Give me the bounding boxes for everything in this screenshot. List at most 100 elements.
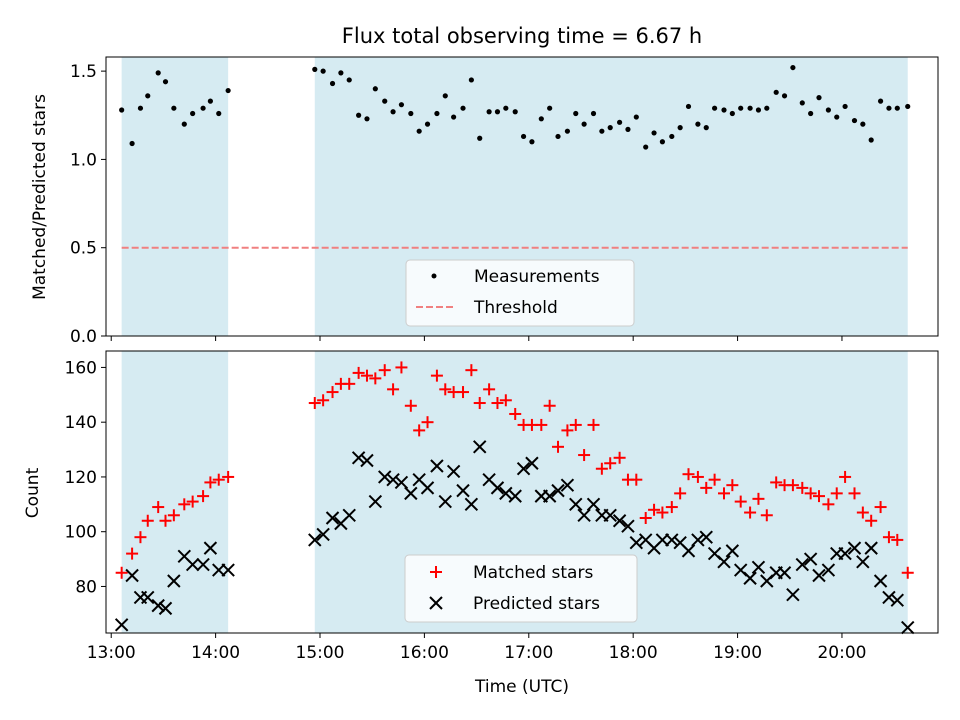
matched-star-marker bbox=[141, 514, 154, 527]
measurement-point bbox=[834, 114, 840, 120]
predicted-star-marker bbox=[551, 483, 565, 498]
predicted-star-marker bbox=[473, 440, 487, 454]
matched-star-marker bbox=[744, 506, 757, 519]
measurement-point bbox=[755, 107, 762, 113]
matched-star-marker bbox=[734, 495, 747, 508]
matched-star-marker bbox=[708, 473, 721, 486]
top-axes-frame bbox=[105, 56, 939, 337]
measurement-point bbox=[338, 70, 344, 76]
predicted-star-marker bbox=[901, 620, 915, 635]
predicted-star-marker bbox=[114, 618, 129, 632]
predicted-star-marker bbox=[360, 453, 374, 468]
legend-marker-matched bbox=[430, 566, 442, 578]
bottom-panel: 80 100 120 140 160 13:00 14:00 15:00 16:00 17:00… bbox=[23, 350, 939, 697]
predicted-star-marker bbox=[394, 475, 409, 490]
matched-star-marker bbox=[439, 383, 452, 396]
measurement-point bbox=[129, 140, 135, 147]
measurement-point bbox=[894, 105, 900, 111]
predicted-star-marker bbox=[151, 598, 165, 613]
measurement-point bbox=[468, 77, 474, 83]
measurement-point bbox=[512, 109, 518, 115]
measurement-point bbox=[633, 114, 639, 120]
predicted-star-marker bbox=[308, 533, 322, 547]
predicted-star-marker bbox=[125, 568, 139, 583]
measurement-point bbox=[312, 66, 318, 72]
y-tick-label: 100 bbox=[65, 523, 97, 543]
predicted-star-marker bbox=[167, 574, 181, 588]
measurement-point bbox=[851, 117, 858, 124]
matched-star-marker bbox=[901, 566, 914, 579]
matched-star-marker bbox=[812, 490, 825, 503]
matched-star-markers bbox=[115, 361, 914, 579]
predicted-star-marker bbox=[838, 546, 852, 561]
predicted-star-marker bbox=[404, 486, 418, 501]
measurement-point bbox=[486, 109, 492, 115]
matched-star-marker bbox=[682, 468, 695, 481]
matched-star-marker bbox=[786, 479, 799, 492]
predicted-star-marker bbox=[420, 481, 435, 495]
matched-star-marker bbox=[115, 566, 128, 579]
bottom-y-axis-label: Count bbox=[23, 467, 43, 518]
matched-star-marker bbox=[726, 479, 739, 492]
measurement-point bbox=[590, 110, 597, 117]
matched-star-marker bbox=[604, 457, 617, 470]
matched-star-marker bbox=[126, 547, 139, 560]
measurement-point bbox=[773, 89, 779, 95]
predicted-star-marker bbox=[203, 541, 218, 555]
matched-star-marker bbox=[674, 487, 687, 500]
matched-star-marker bbox=[648, 503, 661, 516]
predicted-star-marker bbox=[446, 464, 461, 479]
measurement-point bbox=[225, 87, 231, 94]
matched-star-marker bbox=[543, 399, 556, 412]
legend-label-measurements: Measurements bbox=[474, 267, 600, 287]
y-tick-label: 140 bbox=[65, 413, 97, 433]
matched-star-marker bbox=[561, 424, 574, 437]
predicted-star-marker bbox=[786, 587, 800, 602]
predicted-star-marker bbox=[890, 593, 904, 607]
shaded-span-1 bbox=[121, 351, 229, 633]
matched-star-marker bbox=[760, 509, 773, 522]
predicted-star-marker bbox=[751, 560, 766, 574]
measurement-point bbox=[651, 130, 657, 136]
measurement-point bbox=[581, 121, 587, 127]
legend-label-matched: Matched stars bbox=[473, 563, 593, 583]
measurement-point bbox=[503, 105, 509, 111]
measurement-point bbox=[398, 102, 405, 108]
predicted-star-marker bbox=[743, 571, 757, 585]
measurement-point bbox=[816, 95, 822, 101]
measurement-point bbox=[643, 144, 649, 150]
matched-star-marker bbox=[317, 394, 330, 407]
matched-star-marker bbox=[630, 473, 643, 486]
predicted-star-marker bbox=[821, 563, 836, 577]
measurement-point bbox=[764, 105, 770, 111]
measurement-point bbox=[382, 98, 388, 104]
matched-star-marker bbox=[804, 487, 817, 500]
matched-star-marker bbox=[587, 418, 600, 431]
matched-star-marker bbox=[865, 514, 878, 527]
predicted-star-marker bbox=[368, 494, 383, 509]
x-tick-label: 13:00 bbox=[87, 643, 136, 663]
predicted-star-marker bbox=[185, 557, 200, 572]
matched-star-marker bbox=[509, 407, 522, 420]
matched-star-marker bbox=[665, 501, 678, 514]
x-tick-label: 14:00 bbox=[191, 643, 240, 663]
matched-star-marker bbox=[465, 364, 478, 377]
predicted-star-marker bbox=[316, 527, 330, 542]
x-tick-label: 18:00 bbox=[609, 643, 658, 663]
x-tick-label: 16:00 bbox=[400, 643, 449, 663]
measurement-point bbox=[434, 110, 440, 117]
measurement-point bbox=[171, 105, 177, 111]
predicted-star-marker bbox=[795, 557, 809, 572]
predicted-star-marker bbox=[386, 472, 400, 487]
measurement-point bbox=[424, 121, 431, 127]
measurement-point bbox=[538, 116, 544, 122]
predicted-star-marker bbox=[221, 563, 235, 577]
predicted-star-marker bbox=[665, 533, 679, 547]
measurement-point bbox=[877, 98, 884, 104]
measurement-point bbox=[442, 93, 448, 99]
matched-star-marker bbox=[159, 514, 172, 527]
measurement-point bbox=[712, 105, 718, 111]
matched-star-marker bbox=[404, 399, 417, 412]
matched-star-marker bbox=[222, 470, 235, 483]
matched-star-marker bbox=[796, 481, 809, 494]
